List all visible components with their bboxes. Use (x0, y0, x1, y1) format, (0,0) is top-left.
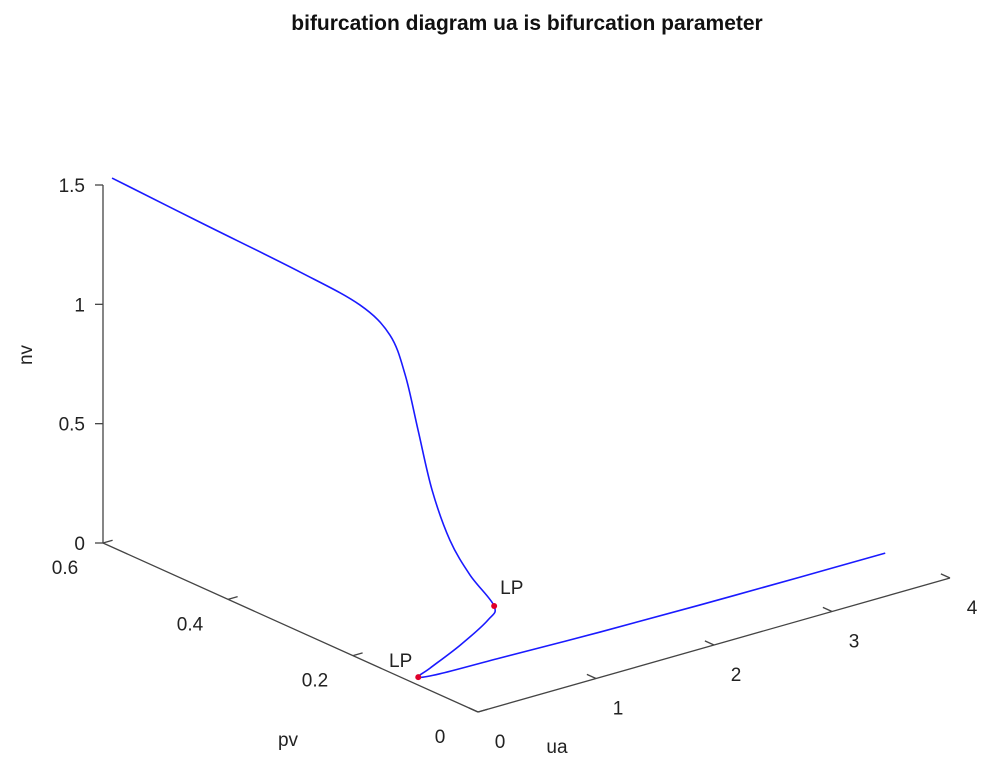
limit-point (491, 602, 498, 609)
y-tick-label: 0.2 (302, 671, 328, 692)
curve (111, 177, 886, 679)
y-tick (102, 539, 113, 544)
x-axis-label: ua (546, 737, 568, 758)
y-tick-label: 0.6 (52, 558, 78, 579)
y-tick-label: 0.4 (177, 614, 204, 635)
z-tick-label: 0 (74, 534, 85, 555)
z-tick-label: 1 (74, 295, 85, 316)
y-axis-label: pv (278, 730, 299, 751)
point-label: LP (389, 651, 412, 672)
point-label: LP (500, 578, 523, 599)
x-tick (468, 707, 479, 713)
z-tick-label: 0.5 (59, 415, 85, 436)
x-tick-label: 0 (495, 732, 506, 753)
x-tick (704, 640, 715, 646)
y-tick-label: 0 (435, 727, 446, 748)
x-tick-label: 2 (731, 665, 742, 686)
z-tick-label: 1.5 (59, 176, 85, 197)
z-axis-label: nv (16, 344, 37, 365)
x-tick-label: 3 (849, 632, 860, 653)
y-axis-line (102, 542, 479, 713)
y-tick (352, 652, 363, 657)
x-tick (940, 573, 951, 579)
x-tick (822, 606, 833, 613)
chart-title: bifurcation diagram ua is bifurcation pa… (291, 12, 762, 35)
x-tick (586, 673, 597, 680)
x-tick-label: 1 (613, 699, 624, 720)
y-tick (477, 708, 488, 713)
x-tick-label: 4 (967, 598, 978, 619)
y-tick (227, 595, 238, 600)
limit-point (415, 674, 422, 681)
